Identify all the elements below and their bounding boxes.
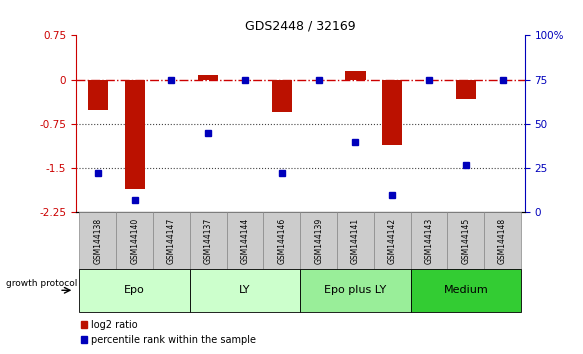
Text: GSM144145: GSM144145 — [461, 218, 470, 264]
Text: GSM144142: GSM144142 — [388, 218, 397, 264]
Bar — [190, 269, 300, 312]
Bar — [410, 269, 521, 312]
Text: GSM144140: GSM144140 — [130, 218, 139, 264]
Bar — [456, 80, 476, 99]
Bar — [345, 71, 366, 80]
Legend: log2 ratio, percentile rank within the sample: log2 ratio, percentile rank within the s… — [80, 320, 257, 345]
Text: GSM144146: GSM144146 — [278, 218, 286, 264]
Text: GSM144141: GSM144141 — [351, 218, 360, 264]
Bar — [153, 212, 190, 269]
Bar — [79, 212, 116, 269]
Text: GSM144143: GSM144143 — [424, 218, 434, 264]
Text: GSM144139: GSM144139 — [314, 218, 323, 264]
Bar — [410, 212, 447, 269]
Bar — [264, 212, 300, 269]
Bar — [190, 212, 227, 269]
Bar — [198, 75, 219, 80]
Bar — [125, 80, 145, 189]
Text: GSM144148: GSM144148 — [498, 218, 507, 264]
Text: Medium: Medium — [444, 285, 488, 295]
Bar — [227, 212, 264, 269]
Bar — [447, 212, 484, 269]
Bar — [272, 80, 292, 112]
Text: GSM144137: GSM144137 — [203, 218, 213, 264]
Text: LY: LY — [239, 285, 251, 295]
Bar — [116, 212, 153, 269]
Text: GSM144138: GSM144138 — [93, 218, 103, 264]
Bar — [300, 269, 410, 312]
Bar — [382, 80, 402, 144]
Title: GDS2448 / 32169: GDS2448 / 32169 — [245, 20, 356, 33]
Bar — [374, 212, 410, 269]
Text: GSM144144: GSM144144 — [241, 218, 250, 264]
Bar — [337, 212, 374, 269]
Text: Epo: Epo — [124, 285, 145, 295]
Bar — [300, 212, 337, 269]
Text: GSM144147: GSM144147 — [167, 218, 176, 264]
Bar — [88, 80, 108, 110]
Bar — [79, 269, 190, 312]
Text: growth protocol: growth protocol — [6, 279, 78, 289]
Text: Epo plus LY: Epo plus LY — [324, 285, 387, 295]
Bar — [484, 212, 521, 269]
